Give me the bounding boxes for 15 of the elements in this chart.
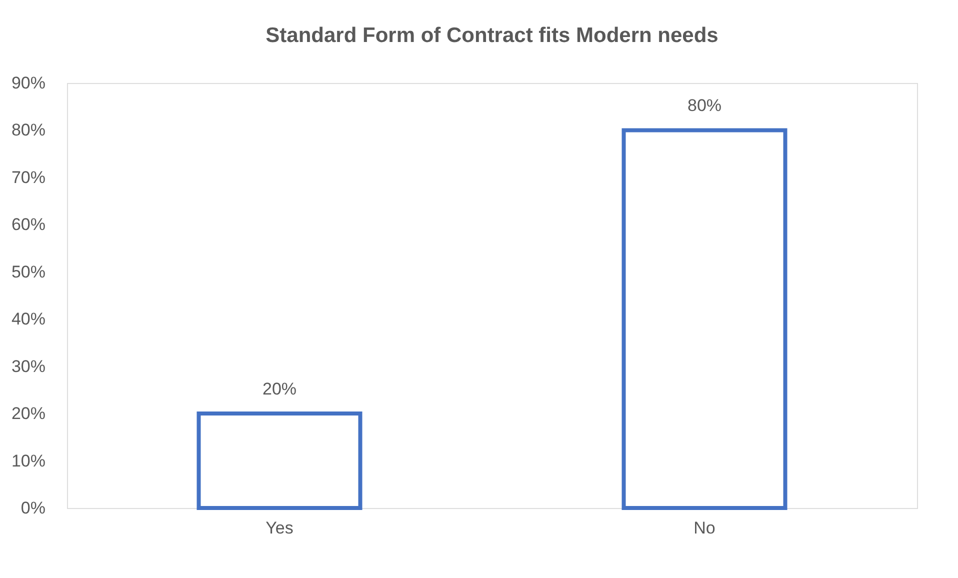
y-tick-label: 80% — [11, 120, 46, 140]
y-tick-label: 20% — [11, 404, 46, 424]
chart-title: Standard Form of Contract fits Modern needs — [266, 24, 718, 47]
y-tick-label: 40% — [11, 310, 46, 329]
y-tick-label: 50% — [11, 262, 46, 282]
data-label: 80% — [687, 96, 722, 116]
data-label: 20% — [262, 380, 297, 399]
x-tick-label: No — [694, 518, 716, 538]
y-tick-label: 30% — [11, 356, 46, 376]
y-tick-label: 60% — [11, 215, 46, 234]
y-tick-label: 10% — [11, 451, 46, 470]
y-tick-label: 0% — [20, 498, 46, 518]
x-tick-label: Yes — [266, 518, 294, 538]
y-tick-label: 90% — [11, 74, 46, 92]
y-tick-label: 70% — [11, 168, 46, 187]
